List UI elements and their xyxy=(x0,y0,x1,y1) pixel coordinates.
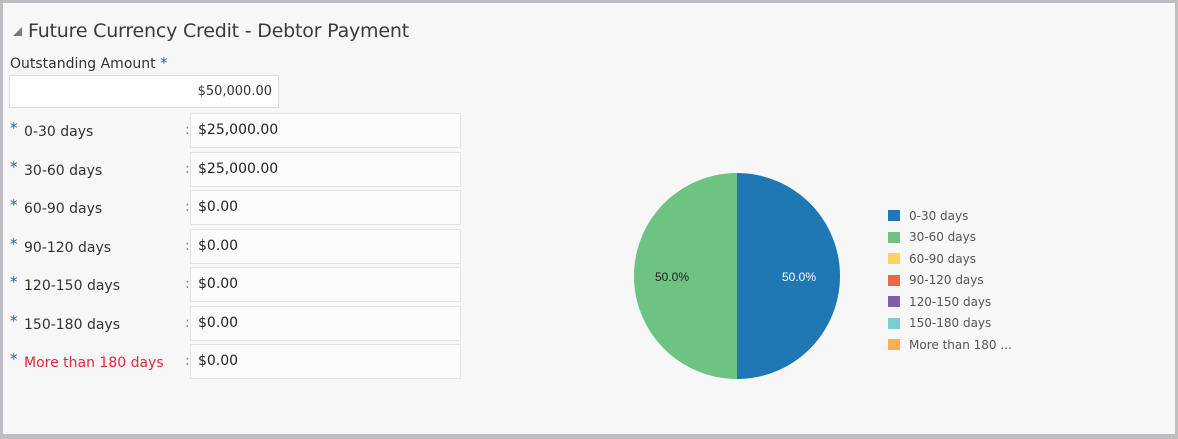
bucket-amount-input[interactable]: $0.00 xyxy=(190,305,461,341)
legend-label: 30-60 days xyxy=(909,230,977,245)
bucket-label: 30-60 days xyxy=(24,162,103,179)
bucket-label: 120-150 days xyxy=(24,278,120,294)
pie-label-0-30: 50.0% xyxy=(782,270,816,284)
separator-colon: : xyxy=(185,314,190,331)
aging-bucket-row: * 90-120 days: $0.00 xyxy=(3,228,463,265)
aging-bucket-row: * 120-150 days: $0.00 xyxy=(3,267,463,303)
triangle-collapse-icon[interactable] xyxy=(13,26,22,36)
legend-swatch-icon xyxy=(888,296,900,308)
aging-bucket-row: * 150-180 days: $0.00 xyxy=(3,305,463,342)
bucket-label: More than 180 days xyxy=(24,355,164,371)
chart-legend: 0-30 days 30-60 days 60-90 days 90-120 days… xyxy=(888,205,1012,356)
pie-slice-30-60-days[interactable] xyxy=(634,173,737,379)
required-marker: * xyxy=(160,54,168,72)
required-marker: * xyxy=(10,273,18,291)
aging-bucket-row: * 60-90 days: $0.00 xyxy=(3,190,463,226)
legend-item[interactable]: 150-180 days xyxy=(888,313,1012,335)
legend-swatch-icon xyxy=(888,210,900,222)
bucket-amount-input[interactable]: $0.00 xyxy=(190,344,461,379)
bucket-label: 0-30 days xyxy=(24,124,94,140)
legend-label: 60-90 days xyxy=(909,251,977,266)
required-marker: * xyxy=(10,119,18,137)
separator-colon: : xyxy=(185,122,190,138)
legend-label: 150-180 days xyxy=(909,316,992,331)
bucket-amount-input[interactable]: $25,000.00 xyxy=(190,151,461,187)
bucket-amount-input[interactable]: $25,000.00 xyxy=(190,113,461,148)
legend-item[interactable]: 0-30 days xyxy=(888,205,1012,227)
required-marker: * xyxy=(10,157,18,176)
bucket-amount-input[interactable]: $0.00 xyxy=(190,190,461,225)
bucket-label: 90-120 days xyxy=(24,239,112,256)
legend-item[interactable]: More than 180 ... xyxy=(888,334,1012,356)
separator-colon: : xyxy=(185,237,190,254)
debtor-payment-panel: Future Currency Credit - Debtor Payment … xyxy=(3,3,1175,434)
aging-pie-chart: 50.0% 50.0% xyxy=(634,173,840,379)
section-header[interactable]: Future Currency Credit - Debtor Payment xyxy=(13,20,409,42)
aging-bucket-row: * 0-30 days: $25,000.00 xyxy=(3,113,463,149)
outstanding-amount-label: Outstanding Amount * xyxy=(10,54,168,72)
legend-label: 0-30 days xyxy=(909,208,969,223)
legend-swatch-icon xyxy=(888,274,900,286)
outstanding-amount-input[interactable]: $50,000.00 xyxy=(9,75,279,108)
separator-colon: : xyxy=(185,199,190,215)
bucket-amount-input[interactable]: $0.00 xyxy=(190,267,461,302)
legend-swatch-icon xyxy=(888,253,900,265)
pie-label-30-60: 50.0% xyxy=(655,270,689,284)
legend-item[interactable]: 60-90 days xyxy=(888,248,1012,270)
legend-item[interactable]: 30-60 days xyxy=(888,227,1012,249)
aging-bucket-row: * More than 180 days: $0.00 xyxy=(3,344,463,380)
bucket-label: 60-90 days xyxy=(24,201,103,217)
separator-colon: : xyxy=(185,160,190,177)
section-title: Future Currency Credit - Debtor Payment xyxy=(28,20,409,42)
pie-slice-0-30-days[interactable] xyxy=(737,173,840,379)
legend-label: 120-150 days xyxy=(909,294,992,309)
legend-swatch-icon xyxy=(888,339,900,351)
legend-swatch-icon xyxy=(888,317,900,329)
required-marker: * xyxy=(10,196,18,214)
separator-colon: : xyxy=(185,353,190,369)
required-marker: * xyxy=(10,350,18,368)
required-marker: * xyxy=(10,311,18,330)
legend-item[interactable]: 120-150 days xyxy=(888,291,1012,313)
legend-label: 90-120 days xyxy=(909,273,984,288)
legend-swatch-icon xyxy=(888,231,900,243)
bucket-label: 150-180 days xyxy=(24,316,120,333)
separator-colon: : xyxy=(185,276,190,292)
aging-bucket-row: * 30-60 days: $25,000.00 xyxy=(3,151,463,188)
outstanding-amount-label-text: Outstanding Amount xyxy=(10,56,156,72)
required-marker: * xyxy=(10,234,18,253)
legend-label: More than 180 ... xyxy=(909,337,1012,352)
bucket-amount-input[interactable]: $0.00 xyxy=(190,228,461,264)
legend-item[interactable]: 90-120 days xyxy=(888,270,1012,292)
